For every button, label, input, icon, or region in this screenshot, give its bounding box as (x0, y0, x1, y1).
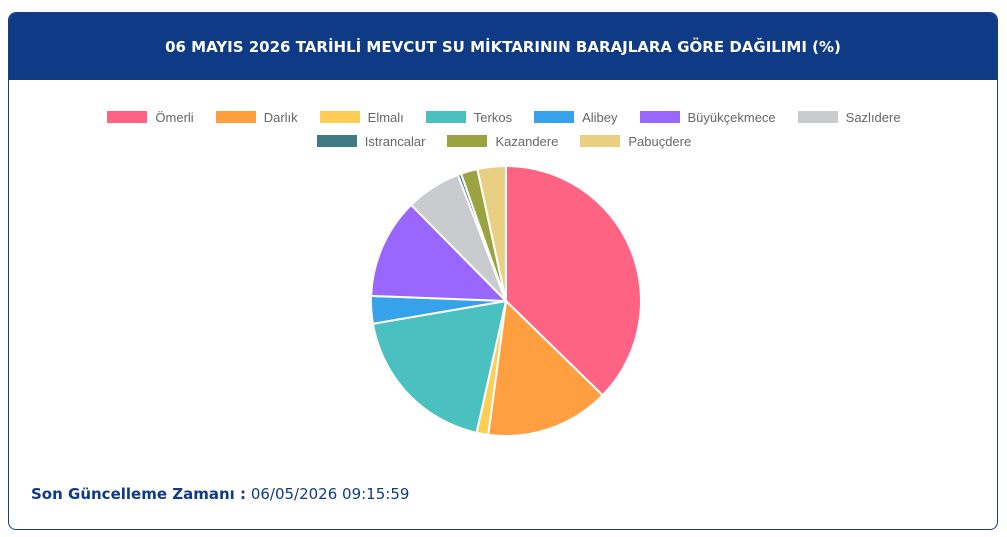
legend-item: Istrancalar (316, 133, 426, 149)
pie-slice (370, 203, 509, 303)
legend-item: Pabuçdere (580, 133, 691, 149)
legend-label: Elmalı (367, 109, 404, 125)
legend-item: Sazlıdere (797, 109, 901, 125)
pie-slice (505, 164, 642, 397)
legend-swatch (534, 111, 575, 123)
legend-swatch (580, 135, 621, 147)
legend-item: Kazandere (447, 133, 558, 149)
legend-label: Pabuçdere (628, 133, 692, 149)
legend-item: Elmalı (319, 109, 404, 125)
legend-item: Alibey (534, 109, 618, 125)
legend-swatch (107, 111, 148, 123)
chart-title: 06 MAYIS 2026 TARİHLİ MEVCUT SU MİKTARIN… (165, 37, 841, 56)
legend-item: Terkos (425, 109, 513, 125)
pie-slice (371, 299, 508, 434)
pie-slice (487, 298, 605, 437)
legend-swatch (319, 111, 360, 123)
pie-slice (476, 164, 507, 302)
update-value: 06/05/2026 09:15:59 (250, 485, 410, 503)
chart-card: 06 MAYIS 2026 TARİHLİ MEVCUT SU MİKTARIN… (8, 12, 998, 530)
legend-label: Darlık (263, 109, 298, 125)
pie-chart (370, 164, 642, 437)
legend-label: Kazandere (495, 133, 559, 149)
legend-swatch (797, 111, 838, 123)
legend-label: Alibey (582, 109, 618, 125)
legend-label: Ömerli (155, 109, 194, 125)
legend: Ömerli Darlık Elmalı Terkos Alibey Büyükçekme… (39, 109, 969, 149)
legend-label: Büyükçekmece (687, 109, 776, 125)
legend-label: Sazlıdere (845, 109, 901, 125)
legend-swatch (215, 111, 256, 123)
legend-swatch (425, 111, 466, 123)
legend-swatch (447, 135, 488, 147)
legend-item: Darlık (215, 109, 298, 125)
legend-label: Terkos (473, 109, 513, 125)
legend-swatch (639, 111, 680, 123)
legend-swatch (316, 135, 357, 147)
chart-header: 06 MAYIS 2026 TARİHLİ MEVCUT SU MİKTARIN… (9, 13, 997, 80)
update-label: Son Güncelleme Zamanı : (31, 485, 247, 503)
update-time: Son Güncelleme Zamanı : 06/05/2026 09:15… (31, 485, 409, 503)
legend-item: Büyükçekmece (639, 109, 776, 125)
legend-item: Ömerli (107, 109, 194, 125)
legend-label: Istrancalar (364, 133, 426, 149)
